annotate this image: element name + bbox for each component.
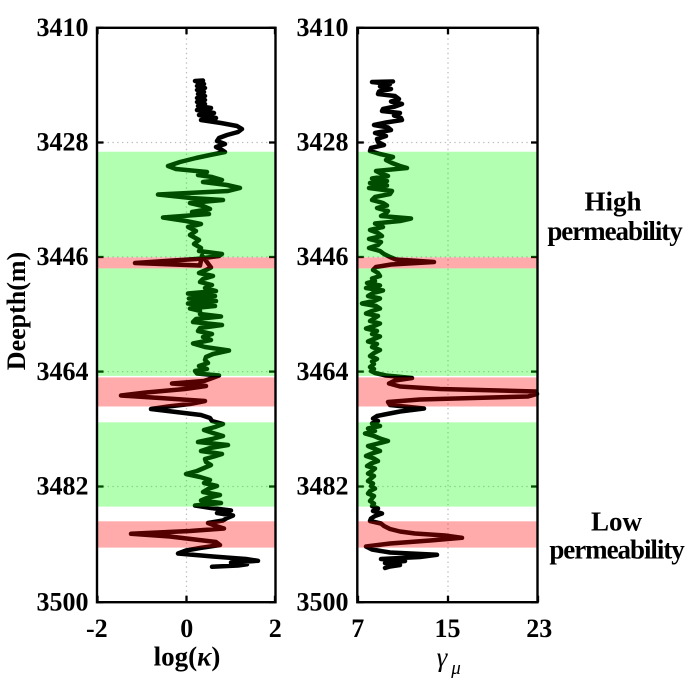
svg-text:Low: Low [591, 506, 643, 536]
svg-text:3428: 3428 [37, 128, 89, 157]
svg-text:3428: 3428 [297, 128, 349, 157]
svg-text:3482: 3482 [37, 472, 89, 501]
svg-text:-2: -2 [86, 614, 108, 643]
svg-text:3464: 3464 [37, 357, 89, 386]
svg-text:2: 2 [269, 614, 282, 643]
svg-text:3410: 3410 [37, 13, 89, 42]
svg-text:log(κ): log(κ) [154, 642, 221, 672]
svg-text:permeability: permeability [549, 535, 685, 565]
svg-text:3500: 3500 [297, 587, 349, 616]
svg-text:permeability: permeability [547, 216, 683, 246]
svg-text:μ: μ [450, 658, 461, 679]
svg-text:0: 0 [180, 614, 193, 643]
svg-text:3482: 3482 [297, 472, 349, 501]
svg-text:3446: 3446 [37, 242, 89, 271]
svg-text:High: High [584, 186, 641, 216]
svg-text:23: 23 [526, 614, 552, 643]
svg-text:3446: 3446 [297, 242, 349, 271]
svg-text:3500: 3500 [37, 587, 89, 616]
svg-text:3464: 3464 [297, 357, 349, 386]
svg-text:15: 15 [435, 614, 461, 643]
svg-text:3410: 3410 [297, 13, 349, 42]
svg-text:Deepth(m): Deepth(m) [2, 252, 31, 370]
svg-text:γ: γ [437, 642, 449, 672]
svg-text:7: 7 [351, 614, 364, 643]
